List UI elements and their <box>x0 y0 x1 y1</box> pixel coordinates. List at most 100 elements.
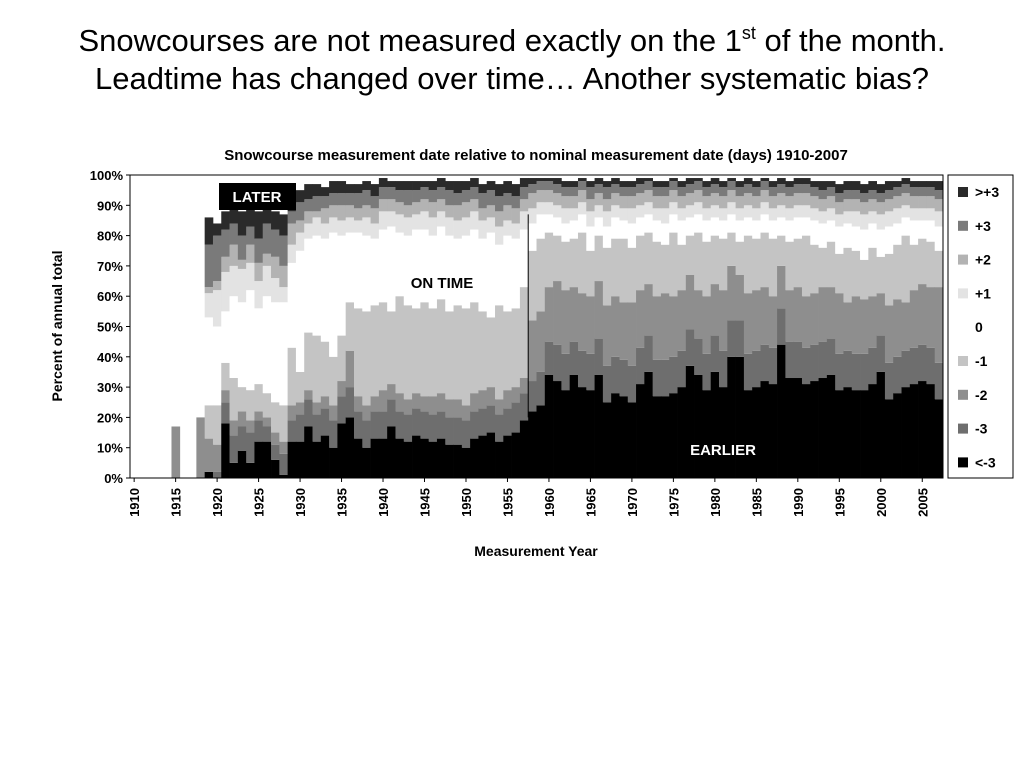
bar-segment-1984-s1 <box>743 353 753 391</box>
bar-segment-1926-s2 <box>262 417 272 427</box>
bar-segment-1972-s7 <box>644 181 653 191</box>
bar-segment-1939-s2 <box>370 396 380 412</box>
bar-segment-1983-s2 <box>735 274 745 321</box>
bar-segment-1934-s2 <box>329 405 338 421</box>
bar-segment-1920-s3 <box>212 405 222 445</box>
bar-segment-1932-s2 <box>312 402 322 415</box>
bar-segment-1962-s6 <box>561 196 571 209</box>
bar-segment-1942-s5 <box>395 214 405 233</box>
x-tick-label: 1925 <box>252 488 267 517</box>
bar-segment-1924-s6 <box>246 244 255 263</box>
bar-segment-1967-s3 <box>602 247 612 306</box>
legend-swatch <box>958 423 968 434</box>
bar-segment-1966-s4 <box>594 217 604 236</box>
bar-segment-1999-s5 <box>868 211 877 224</box>
bar-segment-1938-s7 <box>362 190 371 206</box>
bar-segment-1929-s1 <box>287 420 297 442</box>
bar-segment-1992-s5 <box>810 208 819 221</box>
bar-segment-1988-s5 <box>777 205 786 218</box>
bar-segment-1937-s4 <box>353 232 363 309</box>
bar-segment-1927-s5 <box>271 278 280 303</box>
bar-segment-1985-s1 <box>752 350 761 388</box>
bar-segment-1957-s3 <box>519 287 529 379</box>
bar-segment-1991-s4 <box>801 217 811 236</box>
bar-segment-1938-s4 <box>362 235 371 312</box>
bar-segment-1990-s1 <box>793 341 803 379</box>
bar-segment-1921-s3 <box>221 362 230 391</box>
bar-segment-1975-s4 <box>669 214 678 233</box>
bar-segment-1982-s5 <box>727 202 736 215</box>
bar-segment-1968-s6 <box>611 193 620 206</box>
bar-segment-1935-s1 <box>337 396 347 424</box>
bar-segment-1983-s7 <box>735 187 745 197</box>
bar-segment-1924-s1 <box>246 432 255 463</box>
bar-segment-1985-s2 <box>752 290 761 351</box>
bar-segment-1959-s0 <box>536 405 546 478</box>
bar-segment-1993-s2 <box>818 287 828 342</box>
bar-segment-2007-s0 <box>934 399 944 478</box>
bar-segment-1996-s1 <box>843 350 853 388</box>
bar-segment-1978-s3 <box>694 232 703 291</box>
bar-segment-1973-s0 <box>652 396 662 478</box>
bar-segment-1951-s1 <box>470 411 479 439</box>
bar-segment-1976-s2 <box>677 290 687 351</box>
bar-segment-1982-s4 <box>727 214 736 233</box>
bar-segment-1985-s0 <box>752 387 761 478</box>
bar-segment-1981-s1 <box>719 350 728 388</box>
bar-segment-1939-s0 <box>370 438 380 478</box>
bar-segment-1999-s3 <box>868 247 877 297</box>
bar-segment-1924-s8 <box>246 202 255 227</box>
bar-segment-1971-s5 <box>636 205 645 218</box>
bar-segment-2002-s0 <box>893 393 902 478</box>
bar-segment-1949-s1 <box>453 417 463 445</box>
bar-segment-1974-s1 <box>660 359 670 397</box>
bar-segment-1995-s0 <box>835 390 844 478</box>
x-tick-label: 1930 <box>293 488 308 517</box>
bar-segment-1966-s2 <box>594 281 604 339</box>
bar-segment-1999-s0 <box>868 384 877 478</box>
bar-segment-2004-s4 <box>909 220 919 245</box>
bar-segment-1939-s5 <box>370 223 380 239</box>
bar-segment-1972-s0 <box>644 371 653 478</box>
bar-segment-1984-s4 <box>743 217 753 236</box>
bar-segment-1999-s4 <box>868 223 877 248</box>
bar-segment-1957-s2 <box>519 378 529 394</box>
bar-segment-1960-s1 <box>544 341 554 375</box>
bar-segment-2003-s2 <box>901 302 911 351</box>
bar-segment-1973-s7 <box>652 187 662 197</box>
bar-segment-1952-s8 <box>478 184 488 194</box>
x-tick-label: 1910 <box>127 488 142 517</box>
bar-segment-1926-s5 <box>262 265 272 297</box>
legend-label: <-3 <box>975 454 996 470</box>
x-axis-label: Measurement Year <box>474 543 598 559</box>
bar-segment-1992-s2 <box>810 293 819 345</box>
bar-segment-1982-s3 <box>727 232 736 266</box>
bar-segment-1944-s6 <box>412 202 421 215</box>
bar-segment-1940-s3 <box>378 302 388 391</box>
bar-segment-1991-s8 <box>801 178 811 185</box>
bar-segment-1994-s7 <box>826 187 836 197</box>
bar-segment-1997-s2 <box>851 296 861 354</box>
bar-segment-2004-s0 <box>909 384 919 478</box>
bar-segment-1991-s0 <box>801 384 811 478</box>
x-tick-label: 1975 <box>666 488 681 517</box>
bar-segment-1999-s7 <box>868 190 877 200</box>
bar-segment-1946-s6 <box>428 202 438 218</box>
bar-segment-1930-s3 <box>295 371 305 403</box>
bar-segment-1954-s6 <box>495 211 504 227</box>
bar-segment-1980-s8 <box>710 178 720 185</box>
legend-label: +3 <box>975 218 991 234</box>
bar-segment-1941-s8 <box>387 181 396 188</box>
bar-segment-1972-s6 <box>644 190 653 203</box>
bar-segment-1980-s6 <box>710 193 720 206</box>
bar-segment-1920-s6 <box>212 281 222 291</box>
bar-segment-1933-s2 <box>320 396 330 409</box>
bar-segment-1936-s0 <box>345 417 355 478</box>
bar-segment-1941-s3 <box>387 311 396 385</box>
bar-segment-1920-s4 <box>212 326 222 406</box>
bar-segment-1961-s7 <box>553 184 562 194</box>
x-tick-label: 1980 <box>708 488 723 517</box>
legend-label: -3 <box>975 421 988 437</box>
bar-segment-1996-s0 <box>843 387 853 478</box>
bar-segment-1937-s8 <box>353 184 363 194</box>
